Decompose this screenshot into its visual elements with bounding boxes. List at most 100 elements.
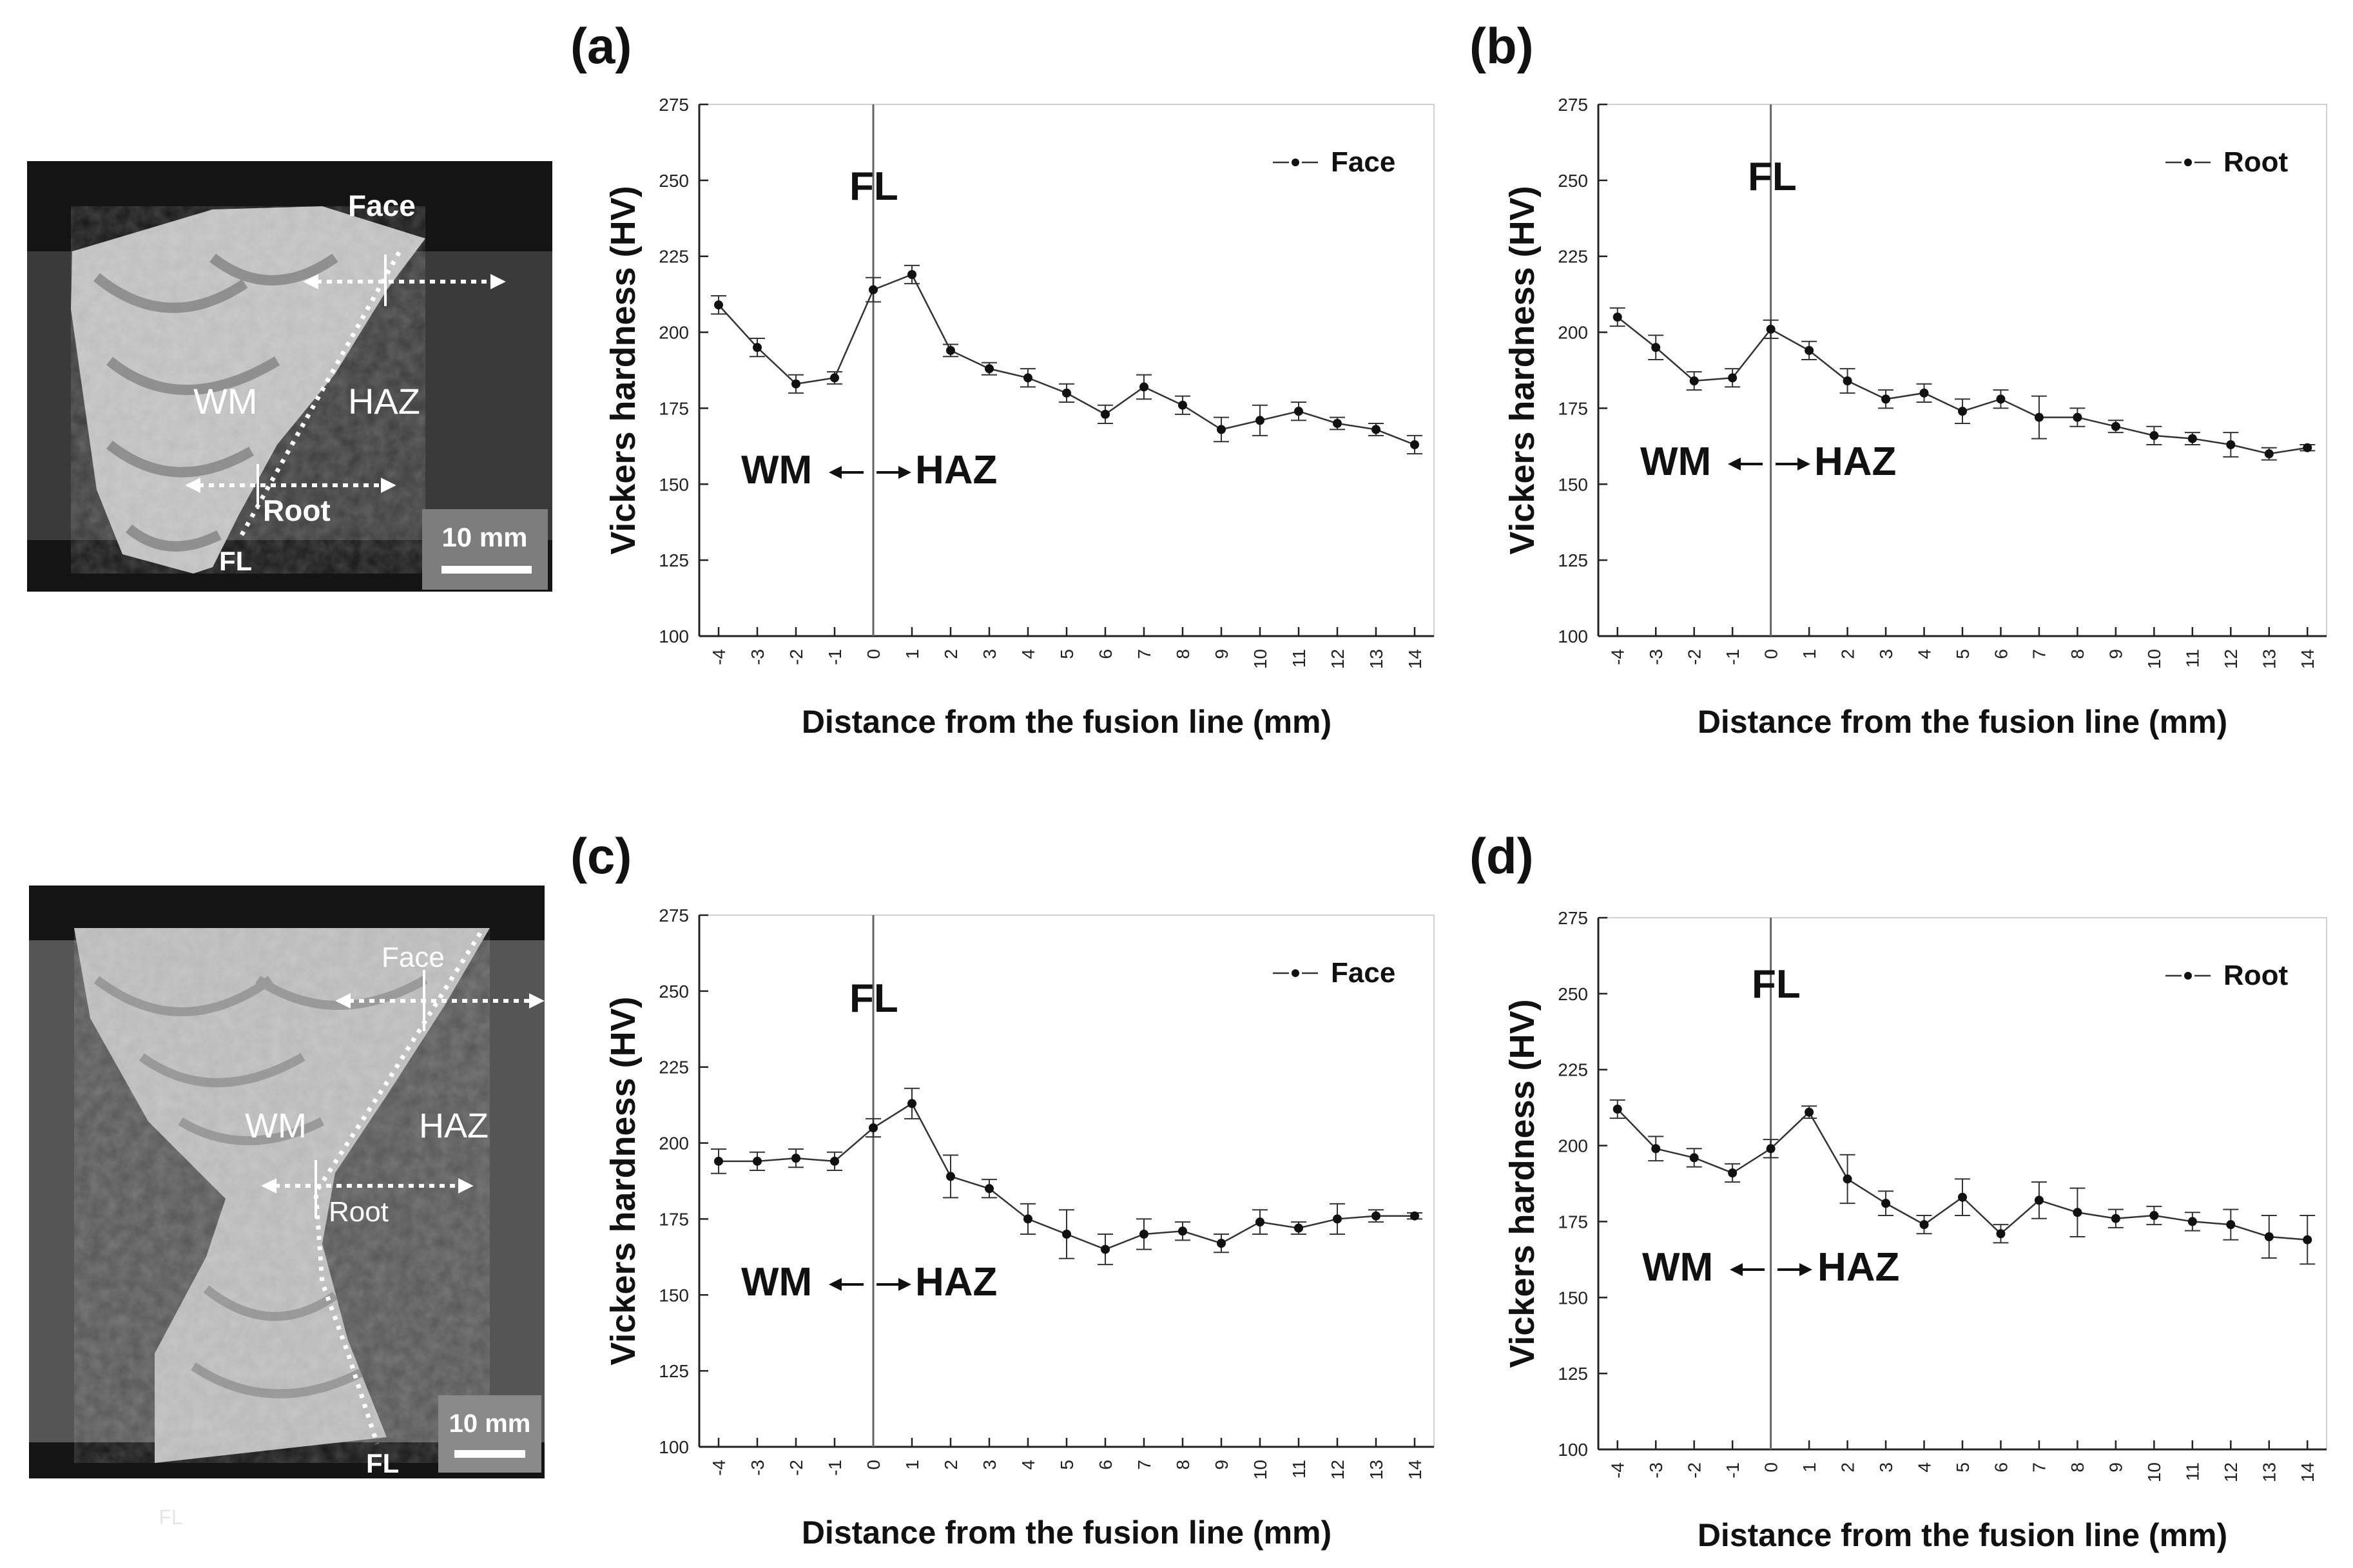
micro-a-root-label: Root bbox=[263, 494, 331, 527]
data-point bbox=[1843, 376, 1852, 385]
micro-c-wm-label: WM bbox=[245, 1107, 307, 1145]
x-tick-label: -1 bbox=[1723, 649, 1743, 665]
x-tick-label: 13 bbox=[1366, 1460, 1386, 1480]
x-tick-label: 0 bbox=[864, 1460, 884, 1470]
x-tick-label: 8 bbox=[1173, 649, 1193, 659]
x-tick-label: 14 bbox=[1405, 1460, 1425, 1480]
data-point bbox=[1612, 1105, 1622, 1114]
legend-label: Root bbox=[2223, 146, 2289, 178]
data-point bbox=[2303, 443, 2312, 452]
data-point bbox=[1996, 1229, 2006, 1239]
y-tick-label: 150 bbox=[1558, 474, 1588, 494]
data-point bbox=[1843, 1174, 1852, 1184]
data-point bbox=[1958, 407, 1967, 416]
x-tick-label: -2 bbox=[1684, 1462, 1704, 1478]
data-point bbox=[1255, 1217, 1264, 1227]
micro-a-haz-label: HAZ bbox=[348, 381, 420, 421]
data-point bbox=[1881, 394, 1891, 404]
x-tick-label: 5 bbox=[1953, 649, 1973, 659]
y-tick-label: 150 bbox=[659, 474, 689, 494]
x-tick-label: 4 bbox=[1018, 649, 1038, 659]
x-tick-label: 10 bbox=[2144, 1462, 2164, 1482]
x-tick-label: 12 bbox=[1328, 649, 1348, 669]
data-point bbox=[2303, 1235, 2312, 1244]
data-point bbox=[2149, 431, 2159, 440]
data-point bbox=[907, 1099, 916, 1108]
data-point bbox=[753, 1156, 762, 1166]
x-tick-label: 2 bbox=[1837, 1462, 1857, 1473]
micro-c-haz-label: HAZ bbox=[419, 1107, 489, 1145]
y-tick-label: 200 bbox=[1558, 1136, 1588, 1156]
wm-annotation: WM bbox=[1640, 440, 1711, 484]
x-tick-label: -2 bbox=[786, 1460, 806, 1476]
data-point bbox=[1766, 324, 1776, 334]
series-line bbox=[718, 273, 1415, 446]
x-tick-label: 10 bbox=[2144, 649, 2164, 669]
x-tick-label: 10 bbox=[1250, 1460, 1270, 1480]
x-tick-label: 0 bbox=[1761, 649, 1781, 659]
micrograph-top: Face WM HAZ Root FL 10 mm bbox=[27, 161, 552, 592]
x-tick-label: 8 bbox=[1173, 1460, 1193, 1470]
y-tick-label: 175 bbox=[1558, 1212, 1588, 1232]
panel-a-label: (a) bbox=[570, 17, 632, 74]
data-point bbox=[1023, 373, 1032, 383]
x-tick-label: 4 bbox=[1914, 649, 1934, 659]
micro-a-wm-label: WM bbox=[193, 381, 258, 421]
x-tick-label: 0 bbox=[1761, 1462, 1781, 1473]
data-point bbox=[791, 379, 800, 389]
x-tick-label: 12 bbox=[2221, 1462, 2241, 1482]
data-point bbox=[1023, 1214, 1032, 1224]
x-tick-label: 13 bbox=[1366, 649, 1386, 669]
y-tick-label: 175 bbox=[659, 398, 689, 418]
x-tick-label: 5 bbox=[1057, 649, 1077, 659]
data-point bbox=[1689, 376, 1699, 385]
data-point bbox=[1101, 409, 1110, 419]
y-tick-label: 275 bbox=[1558, 95, 1588, 115]
x-tick-label: 7 bbox=[2029, 1462, 2049, 1473]
x-tick-label: 6 bbox=[1991, 649, 2011, 659]
data-point bbox=[1805, 1107, 1814, 1117]
wm-annotation: WM bbox=[1642, 1245, 1713, 1290]
y-tick-label: 175 bbox=[659, 1209, 689, 1229]
data-point bbox=[2226, 440, 2236, 449]
data-point bbox=[2073, 412, 2082, 422]
x-tick-label: -3 bbox=[1646, 649, 1666, 665]
scale-bar-box-top bbox=[422, 509, 548, 590]
micro-a-fl-label: FL bbox=[219, 546, 252, 576]
data-point bbox=[1333, 1214, 1342, 1224]
data-point bbox=[1217, 1239, 1226, 1248]
x-tick-label: 7 bbox=[1134, 649, 1154, 659]
data-point bbox=[2226, 1220, 2236, 1230]
scale-bar-label-bottom: 10 mm bbox=[449, 1409, 531, 1438]
x-tick-label: 4 bbox=[1018, 1460, 1038, 1470]
panel-b-label: (b) bbox=[1469, 17, 1534, 74]
x-tick-label: 1 bbox=[902, 649, 922, 659]
x-tick-label: 14 bbox=[2298, 649, 2318, 669]
data-point bbox=[2264, 1232, 2274, 1241]
data-point bbox=[2149, 1211, 2159, 1220]
y-axis-title: Vickers hardness (HV) bbox=[1503, 999, 1542, 1368]
data-point bbox=[1217, 425, 1226, 434]
y-tick-label: 100 bbox=[1558, 1440, 1588, 1460]
y-axis-title: Vickers hardness (HV) bbox=[1503, 186, 1542, 554]
legend-marker bbox=[1292, 159, 1299, 166]
x-tick-label: 1 bbox=[1799, 649, 1819, 659]
legend-label: Face bbox=[1331, 146, 1395, 178]
data-point bbox=[791, 1154, 800, 1163]
y-axis-title: Vickers hardness (HV) bbox=[604, 186, 643, 554]
data-point bbox=[1612, 313, 1622, 322]
wm-annotation: WM bbox=[741, 448, 812, 492]
data-point bbox=[2111, 1214, 2120, 1223]
scale-bar-label-top: 10 mm bbox=[441, 522, 527, 552]
y-tick-label: 200 bbox=[659, 323, 689, 343]
x-tick-label: -1 bbox=[825, 1460, 845, 1476]
data-point bbox=[1371, 425, 1380, 434]
x-tick-label: 5 bbox=[1057, 1460, 1077, 1470]
y-tick-label: 175 bbox=[1558, 398, 1588, 418]
data-point bbox=[2264, 449, 2274, 459]
fl-annotation: FL bbox=[849, 976, 898, 1021]
